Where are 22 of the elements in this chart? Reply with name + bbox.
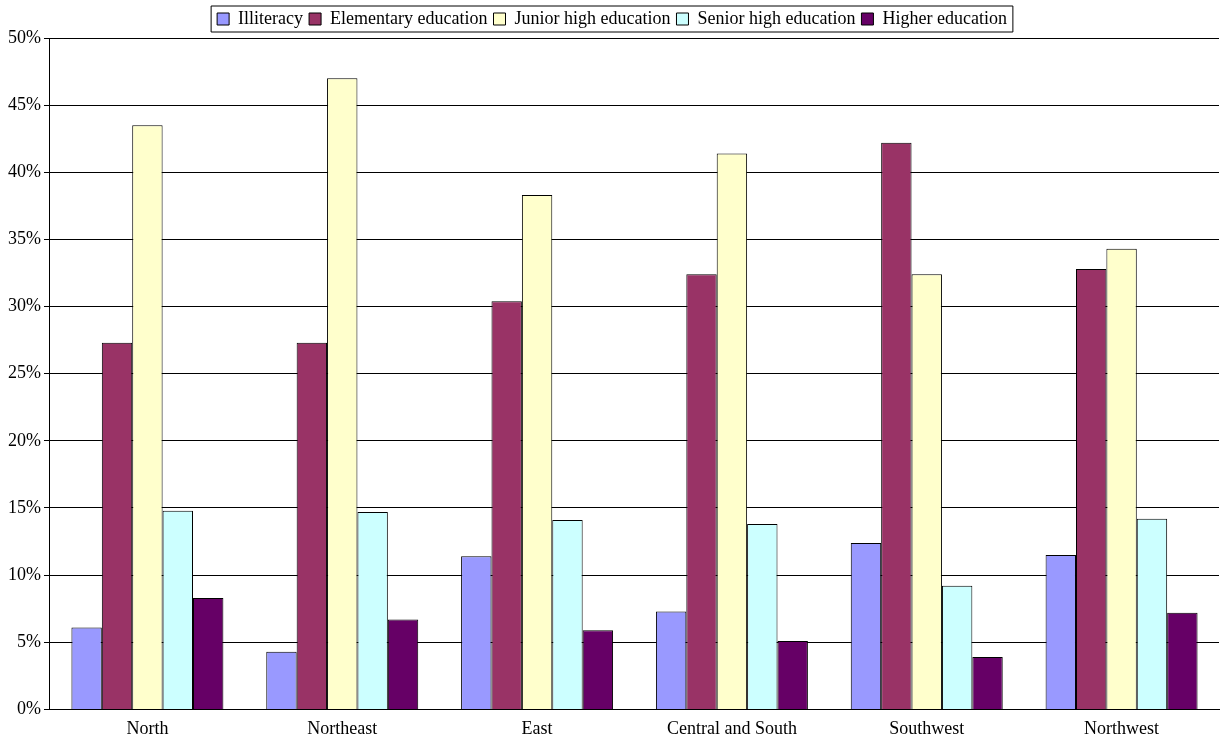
y-tick-label: 5% (16, 630, 41, 651)
x-tick-label: Northwest (1084, 717, 1160, 738)
y-tick-label: 50% (7, 26, 41, 47)
legend-label: Senior high education (697, 7, 856, 28)
x-tick-label: Northeast (307, 717, 378, 738)
x-tick-label: Southwest (889, 717, 965, 738)
y-tick-label: 0% (16, 698, 41, 719)
x-tick-label: North (126, 717, 169, 738)
x-tick-label: Central and South (666, 717, 797, 738)
y-tick-label: 15% (7, 496, 41, 517)
legend-label: Junior high education (514, 7, 671, 28)
y-tick-label: 10% (7, 563, 41, 584)
legend-label: Illiteracy (238, 7, 304, 28)
y-tick-label: 20% (7, 429, 41, 450)
legend-label: Higher education (882, 7, 1007, 28)
y-tick-label: 40% (7, 161, 41, 182)
y-tick-label: 30% (7, 295, 41, 316)
y-tick-label: 45% (7, 93, 41, 114)
legend-label: Elementary education (330, 7, 488, 28)
x-tick-label: East (521, 717, 553, 738)
y-tick-label: 35% (7, 228, 41, 249)
y-tick-label: 25% (7, 362, 41, 383)
